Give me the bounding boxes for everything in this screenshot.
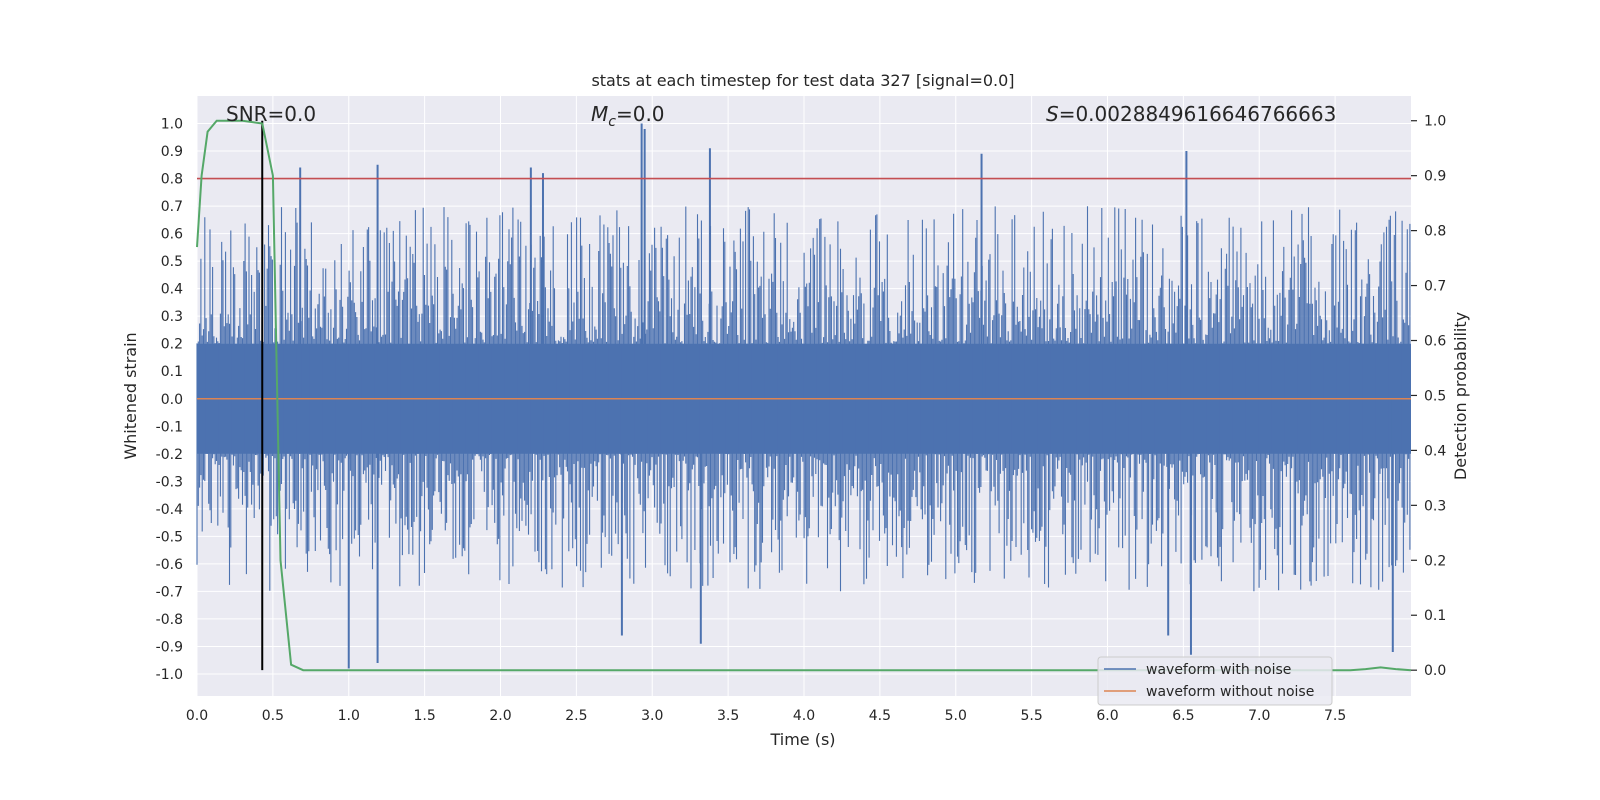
y-tick-label-left: 1.0 bbox=[161, 117, 183, 133]
y-tick-label-left: -0.8 bbox=[156, 612, 183, 628]
y-tick-label-right: 0.2 bbox=[1424, 553, 1446, 569]
y-tick-label-left: -0.7 bbox=[156, 584, 183, 600]
x-tick-label: 7.0 bbox=[1248, 708, 1270, 724]
y-tick-label-left: -0.1 bbox=[156, 419, 183, 435]
y-axis-left-ticks: 1.0 0.9 0.8 0.7 0.6 0.5 0.4 0.3 0.2 0.1 0.0 -0.1 -0.… bbox=[156, 117, 183, 683]
y-tick-label-left: -0.5 bbox=[156, 529, 183, 545]
chirp-mass-subscript: c bbox=[608, 114, 616, 130]
x-tick-label: 0.0 bbox=[186, 708, 208, 724]
y-tick-label-left: -0.3 bbox=[156, 474, 183, 490]
x-tick-label: 7.5 bbox=[1324, 708, 1346, 724]
y-tick-label-right: 0.7 bbox=[1424, 279, 1446, 295]
y-axis-left-label: Whitened strain bbox=[121, 332, 140, 459]
x-axis-label: Time (s) bbox=[769, 730, 835, 749]
series-detection-probability bbox=[196, 119, 1412, 672]
y-tick-label-right: 0.6 bbox=[1424, 334, 1446, 350]
y-tick-label-right: 0.1 bbox=[1424, 608, 1446, 624]
legend-label-clean: waveform without noise bbox=[1146, 684, 1314, 700]
x-tick-label: 4.5 bbox=[869, 708, 891, 724]
chirp-mass-annotation: Mc=0.0 bbox=[591, 102, 665, 130]
snr-annotation: SNR=0.0 bbox=[226, 102, 316, 126]
y-tick-label-left: -0.2 bbox=[156, 447, 183, 463]
legend: waveform with noise waveform without noi… bbox=[1097, 656, 1333, 706]
y-tick-label-left: 0.0 bbox=[161, 392, 183, 408]
y-tick-label-left: -0.6 bbox=[156, 557, 183, 573]
score-value: =0.0028849616646766663 bbox=[1059, 102, 1337, 126]
noise-trace bbox=[196, 206, 1411, 592]
x-tick-label: 2.0 bbox=[489, 708, 511, 724]
y-tick-label-left: 0.1 bbox=[161, 364, 183, 380]
y-tick-label-left: -0.4 bbox=[156, 502, 183, 518]
y-tick-label-left: 0.7 bbox=[161, 199, 183, 215]
x-tick-label: 3.0 bbox=[641, 708, 663, 724]
legend-box bbox=[1097, 656, 1333, 706]
y-tick-label-left: 0.3 bbox=[161, 309, 183, 325]
y-tick-label-right: 1.0 bbox=[1424, 114, 1446, 130]
y-axis-right-label: Detection probability bbox=[1451, 312, 1470, 480]
y-tick-label-left: 0.6 bbox=[161, 227, 183, 243]
x-axis-ticks: 0.0 0.5 1.0 1.5 2.0 2.5 3.0 3.5 4.0 4.5 5.0 5.5 6.0 6… bbox=[186, 708, 1346, 724]
chart-title: stats at each timestep for test data 327… bbox=[591, 71, 1014, 90]
series-lines bbox=[196, 119, 1412, 672]
y-tick-label-right: 0.9 bbox=[1424, 169, 1446, 185]
x-tick-label: 4.0 bbox=[793, 708, 815, 724]
x-tick-label: 6.5 bbox=[1172, 708, 1194, 724]
y-axis-right-ticks: 1.0 0.9 0.8 0.7 0.6 0.5 0.4 0.3 0.2 0.1 0.0 bbox=[1411, 114, 1446, 679]
chirp-mass-value: =0.0 bbox=[616, 102, 665, 126]
x-tick-label: 6.0 bbox=[1096, 708, 1118, 724]
y-tick-label-left: -1.0 bbox=[156, 667, 183, 683]
x-tick-label: 1.0 bbox=[338, 708, 360, 724]
score-symbol: S bbox=[1046, 102, 1059, 126]
y-tick-label-left: 0.5 bbox=[161, 254, 183, 270]
x-tick-label: 5.0 bbox=[945, 708, 967, 724]
x-tick-label: 2.5 bbox=[565, 708, 587, 724]
x-tick-label: 5.5 bbox=[1020, 708, 1042, 724]
y-tick-label-left: 0.4 bbox=[161, 282, 183, 298]
y-tick-label-right: 0.8 bbox=[1424, 224, 1446, 240]
y-tick-label-right: 0.0 bbox=[1424, 663, 1446, 679]
y-tick-label-left: 0.9 bbox=[161, 144, 183, 160]
y-tick-label-right: 0.5 bbox=[1424, 388, 1446, 404]
y-tick-label-left: -0.9 bbox=[156, 639, 183, 655]
x-tick-label: 3.5 bbox=[717, 708, 739, 724]
y-tick-label-left: 0.2 bbox=[161, 337, 183, 353]
chirp-mass-symbol: M bbox=[591, 102, 608, 126]
score-annotation: S=0.0028849616646766663 bbox=[1046, 102, 1336, 126]
y-tick-label-right: 0.4 bbox=[1424, 443, 1446, 459]
x-tick-label: 0.5 bbox=[262, 708, 284, 724]
x-tick-label: 1.5 bbox=[413, 708, 435, 724]
y-tick-label-left: 0.8 bbox=[161, 172, 183, 188]
y-tick-label-right: 0.3 bbox=[1424, 498, 1446, 514]
legend-label-noise: waveform with noise bbox=[1146, 662, 1291, 678]
